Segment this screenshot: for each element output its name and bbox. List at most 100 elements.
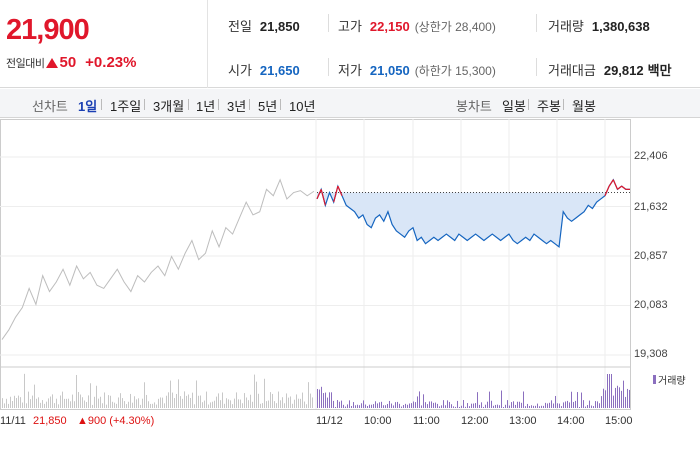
tab-period-1d[interactable]: 1일 — [78, 99, 98, 114]
stat-value: 21,650 — [259, 63, 300, 78]
volume-bar-prev — [166, 395, 167, 408]
x-tick-label: 11:00 — [413, 415, 440, 427]
volume-bar-prev — [230, 400, 231, 408]
volume-bar-today — [327, 397, 328, 408]
volume-bar-prev — [116, 403, 117, 408]
volume-bar-today — [321, 386, 322, 408]
volume-bar-prev — [92, 404, 93, 408]
volume-bar-today — [535, 405, 536, 408]
volume-bar-prev — [262, 403, 263, 408]
volume-bar-prev — [306, 404, 307, 408]
change-rate: +0.23% — [85, 54, 137, 71]
volume-bar-today — [507, 400, 508, 408]
tab-period-1y[interactable]: 1년 — [196, 99, 216, 114]
volume-bar-prev — [296, 394, 297, 408]
volume-bar-today — [333, 400, 334, 408]
tab-candle-weekly[interactable]: 주봉 — [537, 99, 561, 114]
volume-bar-prev — [6, 398, 7, 408]
volume-bar-prev — [80, 394, 81, 408]
today-price-line — [316, 178, 630, 248]
volume-bar-prev — [164, 403, 165, 408]
volume-bar-today — [393, 405, 394, 408]
volume-bar-today — [427, 404, 428, 408]
volume-bar-today — [487, 401, 488, 408]
y-tick-label: 21,632 — [634, 201, 668, 213]
y-tick-label: 20,083 — [634, 299, 668, 311]
volume-bar-today — [559, 403, 560, 408]
volume-bar-prev — [140, 404, 141, 408]
up-triangle-icon — [46, 57, 59, 68]
volume-bar-today — [439, 406, 440, 408]
tab-candle-daily[interactable]: 일봉 — [502, 99, 526, 114]
volume-bar-prev — [2, 398, 3, 408]
volume-bar-today — [375, 401, 376, 408]
volume-bar-today — [613, 395, 614, 408]
volume-bar-today — [373, 404, 374, 408]
volume-bar-today — [329, 392, 330, 408]
volume-bar-today — [459, 406, 460, 408]
volume-bar-prev — [172, 392, 173, 408]
tab-period-3y[interactable]: 3년 — [227, 99, 247, 114]
volume-bar-prev — [242, 403, 243, 408]
volume-bar-prev — [176, 393, 177, 408]
volume-bar-today — [483, 406, 484, 408]
x-tick-label: 15:00 — [605, 415, 633, 427]
volume-bar-prev — [122, 398, 123, 408]
volume-bar-today — [539, 406, 540, 408]
volume-bar-today — [377, 403, 378, 408]
volume-bar-prev — [170, 380, 171, 408]
volume-bar-prev — [212, 401, 213, 408]
stat-prev-close: 전일 21,850 — [228, 16, 300, 35]
volume-bar-today — [577, 392, 578, 408]
volume-bar-prev — [244, 393, 245, 408]
volume-bar-prev — [78, 392, 79, 408]
volume-bar-today — [441, 405, 442, 408]
volume-bar-today — [489, 391, 490, 408]
change-value: 50 — [59, 54, 77, 71]
tab-period-1w[interactable]: 1주일 — [110, 99, 142, 114]
volume-bar-prev — [310, 393, 311, 408]
volume-bar-today — [411, 403, 412, 408]
y-tick-label: 20,857 — [634, 250, 668, 262]
divider — [144, 99, 145, 110]
volume-bar-today — [619, 387, 620, 408]
volume-bar-prev — [246, 397, 247, 408]
volume-bar-prev — [54, 403, 55, 408]
tab-candle-monthly[interactable]: 월봉 — [572, 99, 596, 114]
volume-bar-prev — [158, 398, 159, 408]
volume-bar-prev — [120, 393, 121, 408]
tab-period-10y[interactable]: 10년 — [289, 99, 316, 114]
volume-bar-today — [567, 400, 568, 408]
volume-bar-prev — [186, 395, 187, 408]
volume-bar-prev — [36, 398, 37, 408]
volume-bar-prev — [72, 394, 73, 408]
volume-bar-prev — [106, 404, 107, 408]
volume-bar-today — [605, 390, 606, 408]
tab-period-3m[interactable]: 3개월 — [153, 99, 185, 114]
volume-bar-prev — [280, 400, 281, 408]
volume-bar-prev — [16, 398, 17, 408]
volume-bar-prev — [198, 395, 199, 408]
volume-bar-today — [573, 401, 574, 408]
volume-bar-prev — [174, 398, 175, 408]
current-price: 21,900 — [6, 14, 90, 46]
volume-bar-prev — [14, 395, 15, 408]
today-up-segment — [621, 185, 627, 190]
volume-bar-prev — [42, 400, 43, 408]
chart-tab-bar: 선차트 1일 1주일 3개월 1년 3년 5년 10년 봉차트 일봉 주봉 월봉 — [0, 89, 700, 118]
volume-bar-today — [623, 380, 624, 408]
current-price-box: 21,900 전일대비 50 +0.23% — [0, 0, 208, 88]
volume-bar-prev — [58, 404, 59, 408]
volume-bar-prev — [102, 403, 103, 408]
volume-bar-prev — [118, 397, 119, 408]
price-chart[interactable]: 22,406 21,632 20,857 20,083 19,308 거래량 1… — [0, 119, 700, 450]
volume-bar-prev — [282, 397, 283, 408]
volume-bar-today — [353, 402, 354, 408]
tab-period-5y[interactable]: 5년 — [258, 99, 278, 114]
volume-bar-today — [591, 405, 592, 408]
volume-bar-today — [481, 402, 482, 408]
volume-bar-today — [621, 390, 622, 408]
volume-bar-today — [431, 401, 432, 408]
volume-bar-prev — [238, 399, 239, 408]
volume-bar-today — [423, 394, 424, 408]
